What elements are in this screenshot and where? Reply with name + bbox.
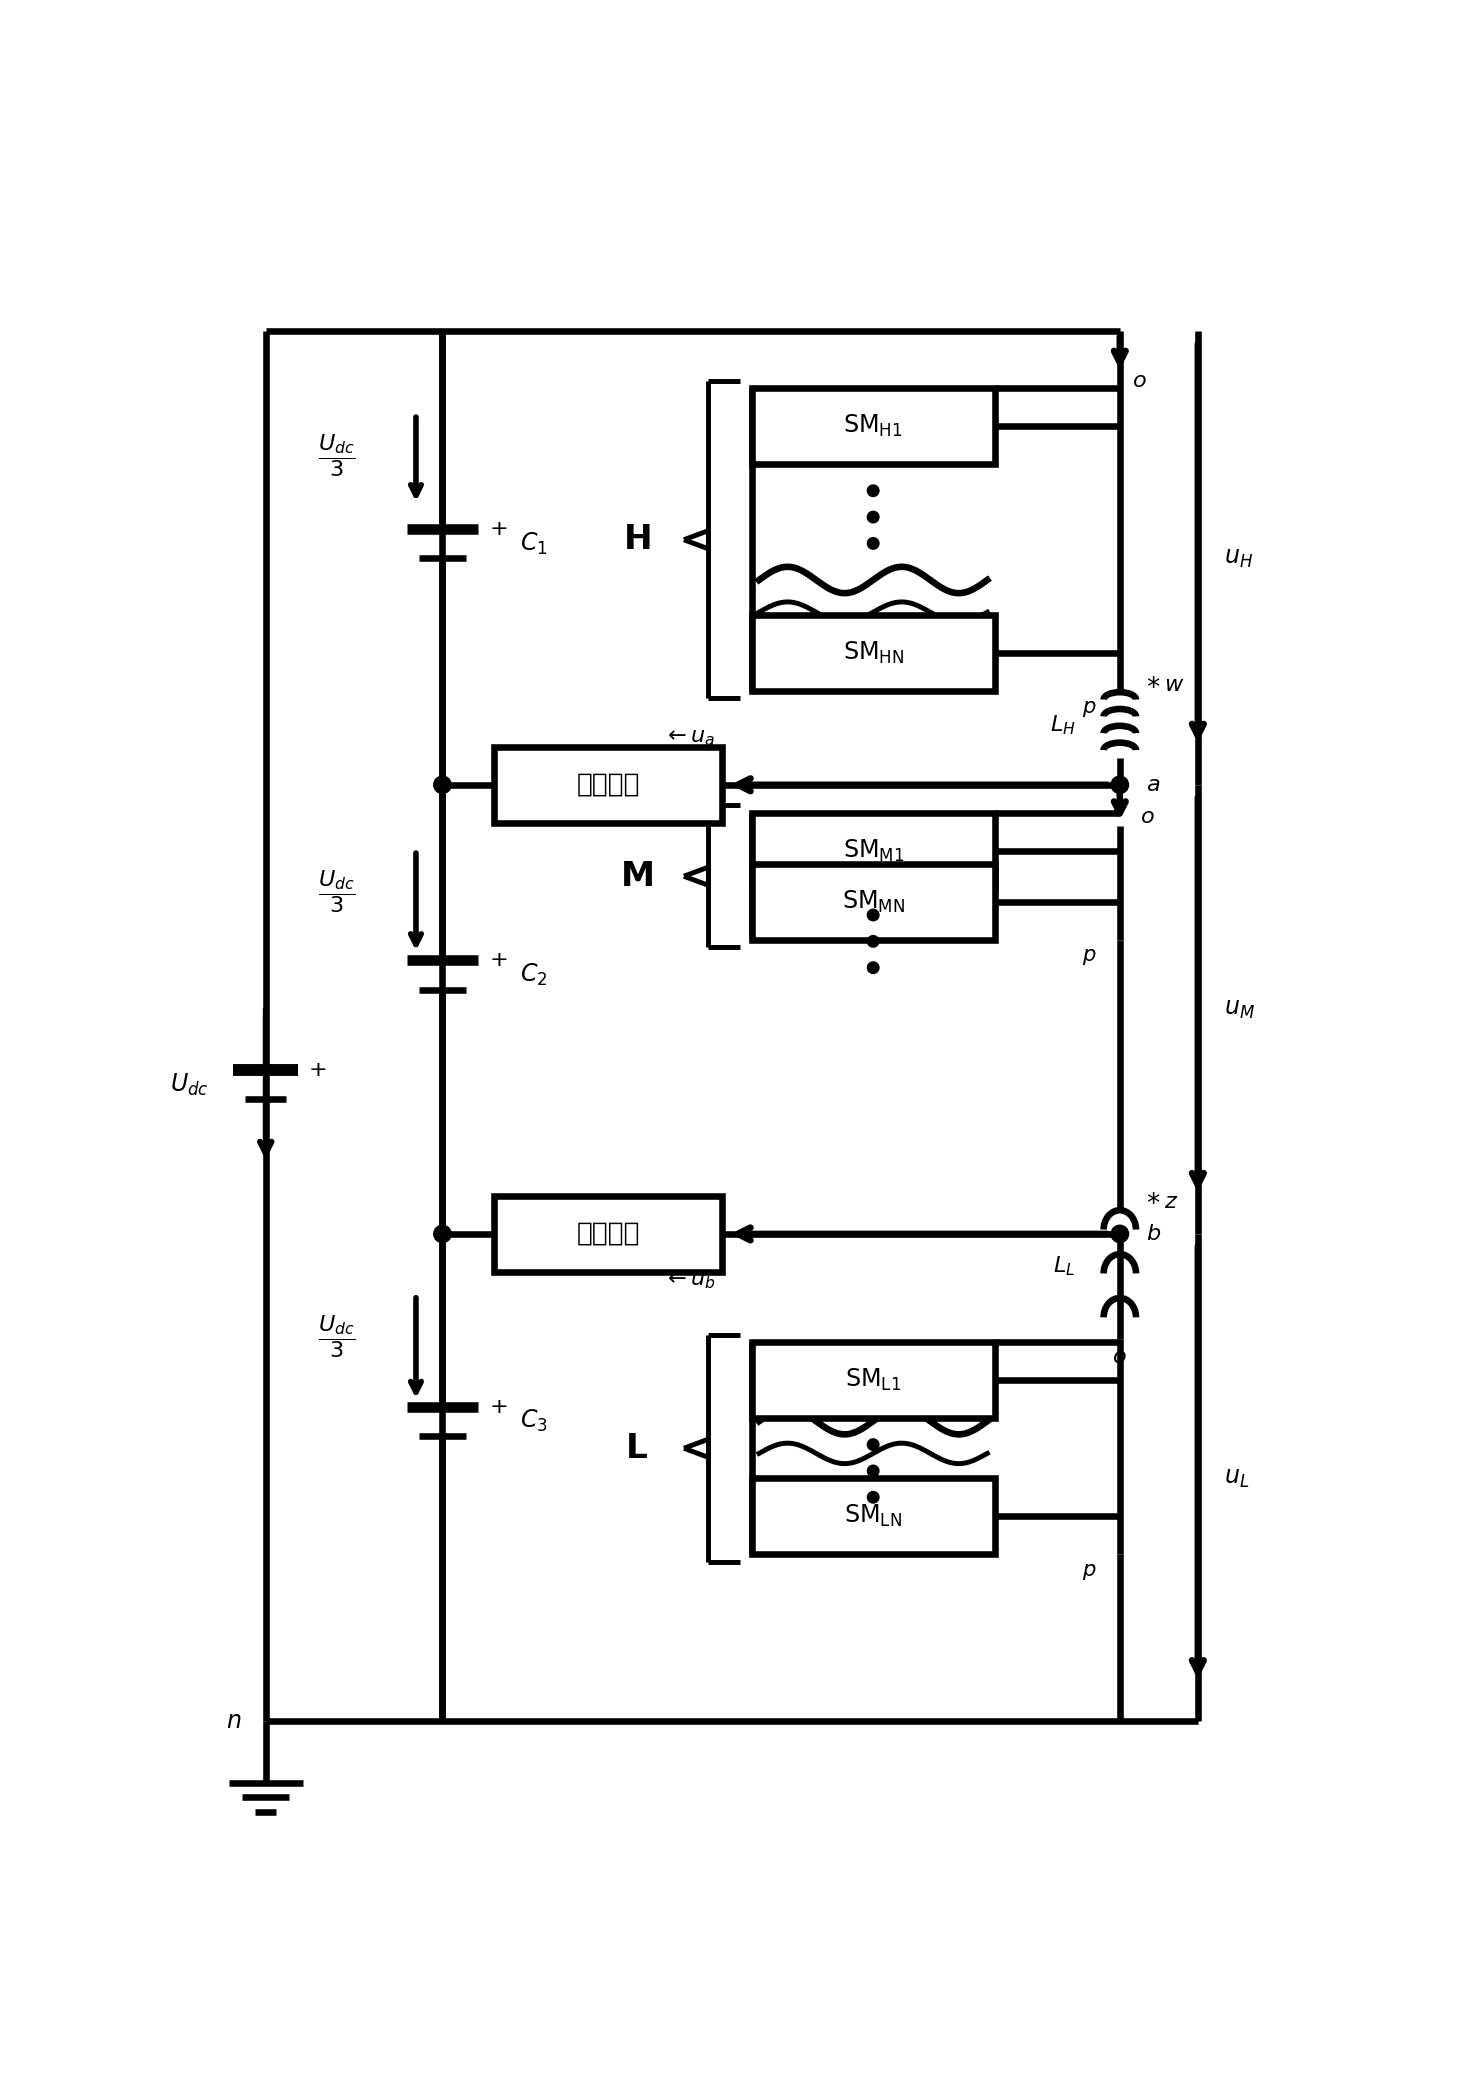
Text: $\mathrm{SM}_{\mathrm{L1}}$: $\mathrm{SM}_{\mathrm{L1}}$ [845, 1367, 902, 1394]
Circle shape [1111, 1227, 1128, 1241]
Text: $\mathrm{SM}_{\mathrm{HN}}$: $\mathrm{SM}_{\mathrm{HN}}$ [842, 640, 903, 667]
Text: $n$: $n$ [226, 1710, 241, 1733]
Text: $o$: $o$ [1113, 1346, 1128, 1367]
Bar [752, 813, 995, 888]
Text: $L_H$: $L_H$ [1049, 713, 1076, 736]
Circle shape [435, 1227, 451, 1241]
Bar [752, 614, 995, 692]
Text: $p$: $p$ [1082, 947, 1097, 968]
Circle shape [435, 777, 451, 792]
Text: $p$: $p$ [1082, 698, 1097, 719]
Bar [752, 389, 995, 464]
Bar [752, 1478, 995, 1555]
Bar [494, 746, 723, 823]
Circle shape [868, 485, 878, 495]
Text: $C_3$: $C_3$ [520, 1409, 548, 1434]
Text: $+$: $+$ [489, 951, 507, 970]
Text: $C_1$: $C_1$ [520, 531, 547, 556]
Text: $\dfrac{U_{dc}}{3}$: $\dfrac{U_{dc}}{3}$ [318, 1313, 355, 1361]
Bar [752, 1342, 995, 1419]
Circle shape [868, 963, 878, 972]
Circle shape [868, 512, 878, 522]
Text: $p$: $p$ [1082, 1561, 1097, 1582]
Text: $z$: $z$ [1163, 1191, 1178, 1212]
Text: $\dfrac{U_{dc}}{3}$: $\dfrac{U_{dc}}{3}$ [318, 867, 355, 915]
Circle shape [868, 1492, 878, 1503]
Text: $o$: $o$ [1140, 807, 1154, 828]
Circle shape [868, 936, 878, 947]
Text: $b$: $b$ [1145, 1225, 1162, 1244]
Circle shape [868, 1440, 878, 1450]
Text: $L_L$: $L_L$ [1054, 1254, 1076, 1277]
Circle shape [868, 539, 878, 548]
Text: $*$: $*$ [1145, 673, 1160, 700]
Text: 第一负载: 第一负载 [576, 771, 640, 798]
Text: $+$: $+$ [307, 1060, 327, 1081]
Text: $C_2$: $C_2$ [520, 961, 547, 989]
Text: $u_H$: $u_H$ [1224, 545, 1253, 571]
Bar [494, 1195, 723, 1273]
Text: $\mathrm{SM}_{\mathrm{MN}}$: $\mathrm{SM}_{\mathrm{MN}}$ [841, 888, 905, 915]
Text: $+$: $+$ [489, 1396, 507, 1417]
Circle shape [1111, 777, 1128, 792]
Text: $\mathrm{SM}_{\mathrm{H1}}$: $\mathrm{SM}_{\mathrm{H1}}$ [844, 414, 903, 439]
Text: 第二负载: 第二负载 [576, 1221, 640, 1248]
Circle shape [868, 909, 878, 920]
Text: $\leftarrow u_a$: $\leftarrow u_a$ [664, 727, 715, 748]
Text: $\mathbf{H}$: $\mathbf{H}$ [624, 522, 650, 556]
Text: $*$: $*$ [1145, 1189, 1160, 1216]
Text: $\mathbf{M}$: $\mathbf{M}$ [621, 859, 653, 892]
Text: $\leftarrow u_b$: $\leftarrow u_b$ [662, 1271, 715, 1292]
Text: $w$: $w$ [1163, 675, 1184, 696]
Text: $a$: $a$ [1145, 775, 1160, 794]
Text: $+$: $+$ [489, 518, 507, 539]
Text: $\mathrm{SM}_{\mathrm{LN}}$: $\mathrm{SM}_{\mathrm{LN}}$ [844, 1503, 902, 1530]
Circle shape [868, 1465, 878, 1476]
Text: $\dfrac{U_{dc}}{3}$: $\dfrac{U_{dc}}{3}$ [318, 433, 355, 479]
Text: $U_{dc}$: $U_{dc}$ [170, 1072, 208, 1097]
Text: $\mathrm{SM}_{\mathrm{M1}}$: $\mathrm{SM}_{\mathrm{M1}}$ [842, 838, 903, 863]
Text: $\mathbf{L}$: $\mathbf{L}$ [625, 1432, 649, 1465]
Text: $o$: $o$ [1132, 372, 1145, 391]
Bar [752, 863, 995, 940]
Text: $u_L$: $u_L$ [1224, 1465, 1249, 1490]
Text: $u_M$: $u_M$ [1224, 997, 1255, 1022]
